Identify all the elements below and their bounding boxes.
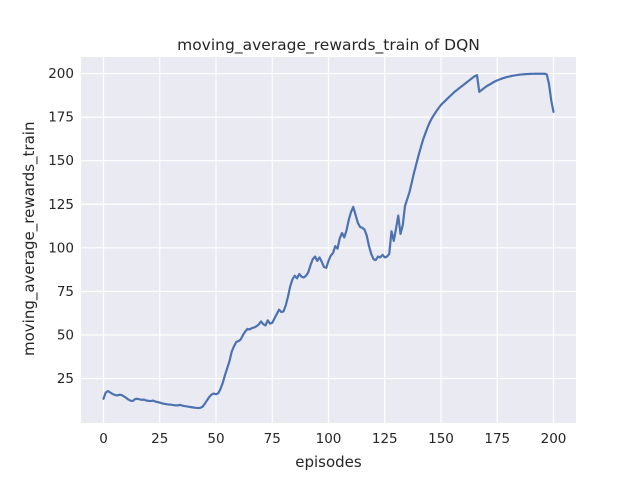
x-tick-label: 200 [541, 431, 567, 447]
y-tick-label: 75 [57, 284, 74, 300]
x-tick-label: 175 [484, 431, 510, 447]
y-tick-label: 150 [48, 153, 74, 169]
x-tick-label: 0 [99, 431, 108, 447]
x-tick-label: 50 [207, 431, 224, 447]
x-tick-label: 25 [151, 431, 168, 447]
y-tick-label: 100 [48, 240, 74, 256]
y-tick-label: 200 [48, 66, 74, 82]
y-tick-label: 25 [57, 371, 74, 387]
reward-line-series [102, 72, 555, 410]
y-tick-label: 175 [48, 110, 74, 126]
x-tick-label: 150 [428, 431, 454, 447]
x-tick-label: 75 [264, 431, 281, 447]
chart-title: moving_average_rewards_train of DQN [177, 36, 480, 54]
y-axis-label: moving_average_rewards_train [20, 121, 38, 356]
y-tick-label: 125 [48, 197, 74, 213]
x-tick-label: 100 [316, 431, 342, 447]
x-axis-label: episodes [295, 453, 362, 471]
y-tick-label: 50 [57, 327, 74, 343]
x-tick-label: 125 [372, 431, 398, 447]
